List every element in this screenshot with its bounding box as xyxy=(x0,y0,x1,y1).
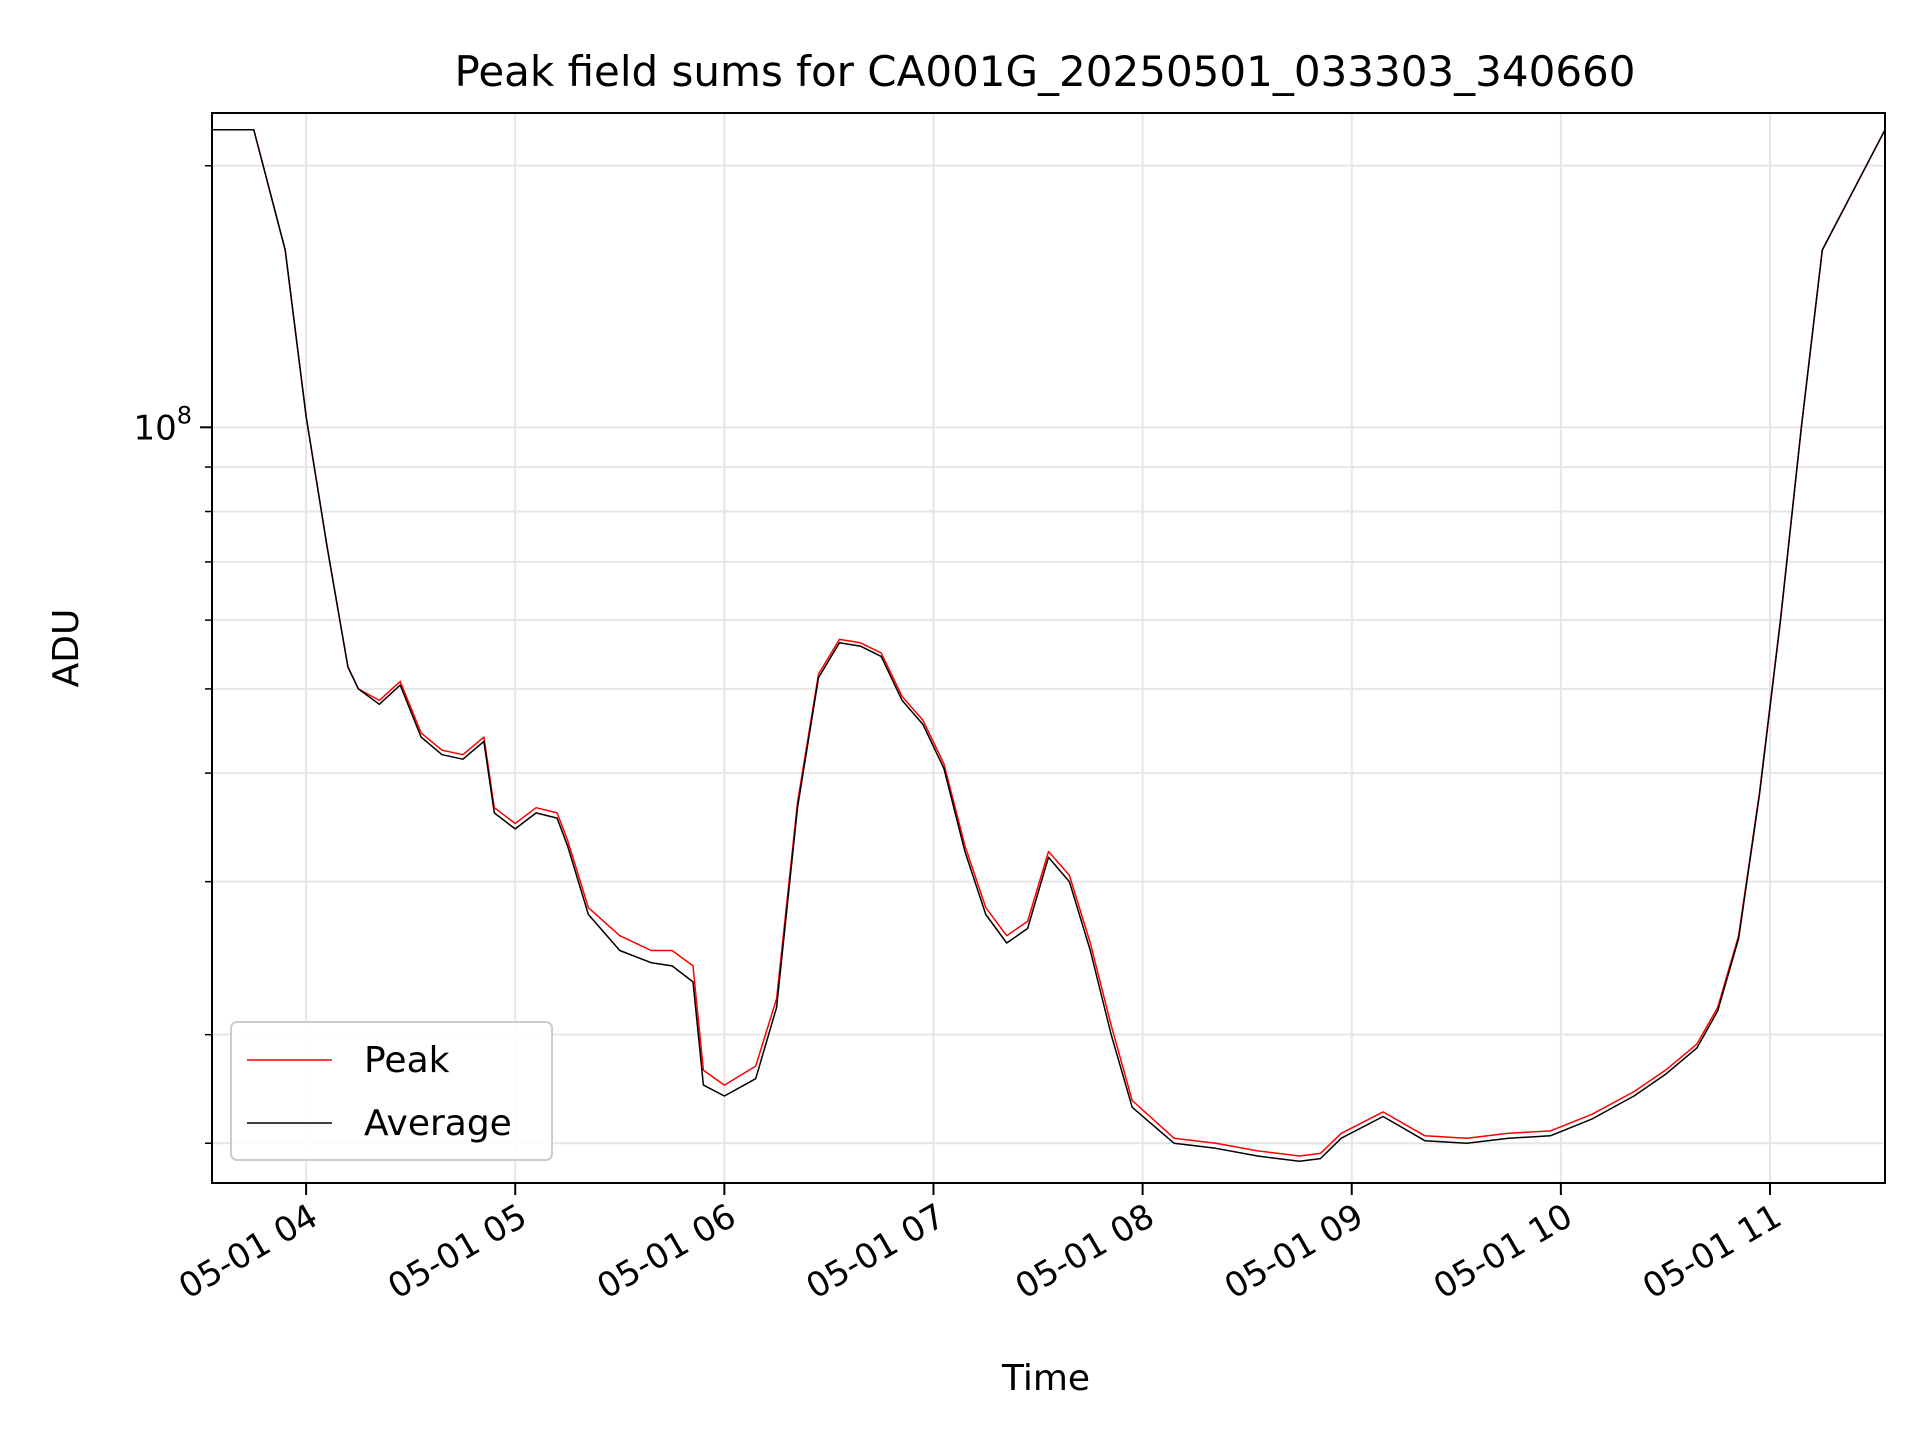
legend-box xyxy=(230,1021,553,1161)
chart-title: Peak field sums for CA001G_20250501_0333… xyxy=(454,47,1635,96)
legend: Peak Average xyxy=(230,1021,553,1161)
series-line-average xyxy=(212,129,1886,1163)
legend-label-peak: Peak xyxy=(364,1040,450,1081)
legend-label-average: Average xyxy=(364,1103,512,1144)
y-axis-label: ADU xyxy=(46,609,87,688)
grid xyxy=(212,113,1885,1183)
series-line-peak xyxy=(212,129,1886,1157)
axes-frame xyxy=(211,112,1886,1184)
plot-lines xyxy=(212,129,1886,1163)
x-axis-label: Time xyxy=(1001,1358,1090,1399)
